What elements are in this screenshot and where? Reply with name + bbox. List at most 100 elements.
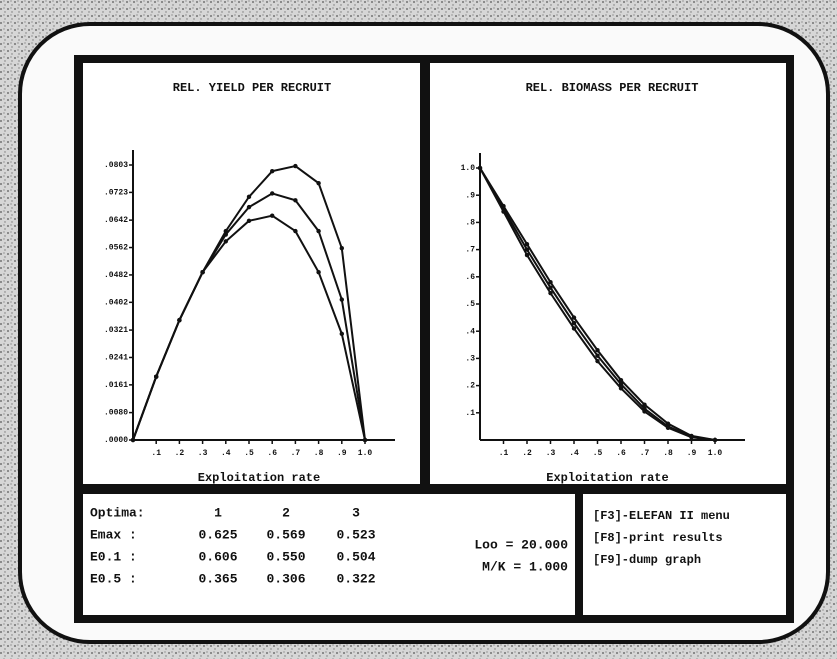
results-cell: 0.365	[198, 571, 237, 586]
menu-item: [F3]-ELEFAN II menu	[593, 509, 730, 523]
curve-point	[548, 285, 553, 290]
curve-point	[548, 280, 553, 285]
results-cell: E0.5 :	[90, 571, 137, 586]
x-tick-label: .7	[291, 449, 301, 458]
curve-point	[270, 168, 275, 174]
y-tick-label: .6	[465, 273, 475, 282]
curve-point	[293, 198, 298, 203]
x-tick-label: .9	[687, 449, 697, 458]
x-tick-label: 1.0	[708, 449, 723, 458]
curve-point	[595, 353, 600, 358]
panel-menu	[583, 494, 786, 615]
x-tick-label: .5	[593, 449, 603, 458]
curve-point	[200, 269, 205, 275]
y-tick-label: .0241	[104, 354, 128, 363]
results-header: 2	[282, 505, 290, 520]
y-tick-label: .9	[465, 191, 475, 200]
x-tick-label: .1	[499, 449, 509, 458]
results-header: Optima:	[90, 505, 145, 520]
panel-results	[83, 494, 575, 615]
curve-point	[665, 425, 671, 430]
curve-point	[712, 437, 718, 443]
panel-right	[430, 63, 786, 484]
curve-point	[689, 435, 694, 440]
results-cell: 0.606	[198, 549, 237, 564]
y-tick-label: 1.0	[461, 164, 476, 173]
y-tick-label: .0482	[104, 271, 128, 280]
param: Loo = 20.000	[474, 537, 568, 552]
curve-point	[501, 209, 506, 214]
curve-point	[293, 163, 298, 169]
y-tick-label: .2	[465, 382, 475, 391]
x-tick-label: .2	[522, 449, 532, 458]
results-cell: 0.523	[336, 527, 375, 542]
curve-point	[618, 377, 624, 383]
curve-point	[130, 437, 136, 443]
results-header: 1	[214, 505, 222, 520]
chart-title: REL. BIOMASS PER RECRUIT	[526, 81, 699, 95]
curve-point	[223, 239, 228, 244]
chart-title: REL. YIELD PER RECRUIT	[173, 81, 331, 95]
y-tick-label: .5	[465, 300, 475, 309]
curve-point	[642, 402, 647, 407]
curve-point	[154, 374, 159, 379]
y-tick-label: .0562	[104, 244, 128, 253]
panel-left	[83, 63, 420, 484]
x-tick-label: .8	[314, 449, 324, 458]
x-tick-label: .4	[569, 449, 579, 458]
curve-point	[293, 228, 298, 234]
x-tick-label: .8	[663, 449, 673, 458]
y-tick-label: .1	[465, 409, 475, 418]
curve-point	[571, 326, 577, 331]
x-tick-label: .9	[337, 449, 347, 458]
x-tick-label: 1.0	[358, 449, 373, 458]
y-tick-label: .0321	[104, 326, 128, 335]
y-tick-label: .0402	[104, 298, 128, 307]
curve-point	[595, 358, 600, 364]
curve-point	[362, 437, 368, 443]
curve-point	[524, 252, 530, 258]
y-tick-label: .0723	[104, 189, 128, 198]
curve-point	[270, 213, 275, 218]
results-cell: 0.306	[266, 571, 305, 586]
x-tick-label: .7	[640, 449, 650, 458]
curve-point	[246, 194, 252, 200]
curve-point	[477, 165, 483, 171]
x-tick-label: .5	[244, 449, 254, 458]
curve-point	[223, 232, 228, 237]
curve-point	[595, 348, 600, 353]
menu-item: [F8]-print results	[593, 531, 723, 545]
x-tick-label: .1	[151, 449, 161, 458]
y-tick-label: .8	[465, 219, 475, 228]
y-tick-label: .7	[465, 246, 475, 255]
results-cell: Emax :	[90, 527, 137, 542]
y-tick-label: .0000	[104, 436, 128, 445]
y-tick-label: .3	[465, 355, 475, 364]
x-tick-label: .6	[267, 449, 277, 458]
curve-point	[316, 269, 321, 275]
curve-point	[548, 290, 553, 296]
curve-point	[339, 246, 344, 251]
curve-point	[524, 241, 530, 247]
y-tick-label: .0080	[104, 409, 128, 418]
results-cell: 0.504	[336, 549, 375, 564]
curve-point	[618, 386, 624, 391]
curve-point	[618, 382, 624, 387]
results-cell: 0.569	[266, 527, 305, 542]
curve-point	[339, 297, 344, 302]
curve-point	[642, 409, 647, 414]
results-cell: 0.322	[336, 571, 375, 586]
y-tick-label: .0803	[104, 161, 128, 170]
x-tick-label: .3	[198, 449, 208, 458]
x-tick-label: .4	[221, 449, 231, 458]
y-tick-label: .0642	[104, 216, 128, 225]
curve-point	[571, 315, 577, 320]
x-axis-label: Exploitation rate	[546, 471, 668, 485]
param: M/K = 1.000	[482, 559, 568, 574]
curve-point	[246, 218, 252, 224]
x-tick-label: .2	[175, 449, 185, 458]
x-tick-label: .3	[546, 449, 556, 458]
curve-point	[524, 247, 530, 252]
